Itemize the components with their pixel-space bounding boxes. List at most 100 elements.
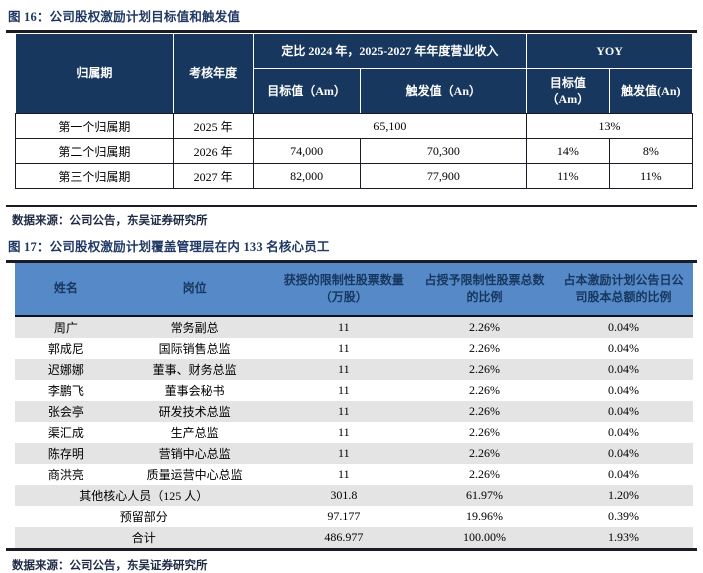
cell-name: 陈存明 xyxy=(15,443,117,464)
figure17-source: 数据来源：公司公告，东吴证券研究所 xyxy=(12,560,208,572)
cell-shares: 11 xyxy=(272,359,415,380)
spacer xyxy=(0,228,703,236)
cell-shares: 97.177 xyxy=(272,506,415,527)
table-row: 郭成尼 国际销售总监 11 2.26% 0.04% xyxy=(15,338,693,359)
cell-pct-capital: 0.04% xyxy=(553,380,693,401)
header-yoy-trigger-an: 触发值(An) xyxy=(608,68,694,114)
cell-shares: 11 xyxy=(272,443,415,464)
figure16-table-body: 第一个归属期 2025 年 65,100 13% 第二个归属期 2026 年 7… xyxy=(15,113,694,189)
cell-pct-capital: 0.04% xyxy=(553,316,693,338)
cell-period: 第三个归属期 xyxy=(15,163,174,189)
cell-merged-value: 65,100 xyxy=(252,113,528,139)
figure17-title: 图 17：公司股权激励计划覆盖管理层在内 133 名核心员工 xyxy=(8,240,330,254)
cell-name: 李鹏飞 xyxy=(15,380,117,401)
header-assessment-year: 考核年度 xyxy=(172,33,254,114)
cell-pct-capital: 0.04% xyxy=(553,422,693,443)
table-row: 周广 常务副总 11 2.26% 0.04% xyxy=(15,316,693,338)
figure16-table-header: 归属期 考核年度 定比 2024 年，2025-2027 年年度营业收入 YOY… xyxy=(15,33,694,114)
cell-pct-grant: 2.26% xyxy=(415,359,554,380)
cell-shares: 11 xyxy=(272,464,415,485)
cell-shares: 11 xyxy=(272,422,415,443)
cell-period: 第二个归属期 xyxy=(15,138,174,164)
cell-name: 周广 xyxy=(15,316,117,338)
cell-period: 第一个归属期 xyxy=(15,113,174,139)
cell-pct-grant: 2.26% xyxy=(415,401,554,422)
cell-year: 2025 年 xyxy=(172,113,254,139)
figure17-table-header: 姓名 岗位 获授的限制性股票数量（万股） 占授予限制性股票总数的比例 占本激励计… xyxy=(15,263,693,317)
cell-pct-grant: 2.26% xyxy=(415,316,554,338)
cell-pct-capital: 0.39% xyxy=(553,506,693,527)
cell-trigger: 70,300 xyxy=(359,138,528,164)
header-target-am: 目标值（Am） xyxy=(252,68,361,114)
cell-pct-capital: 0.04% xyxy=(553,338,693,359)
cell-shares: 11 xyxy=(272,338,415,359)
cell-target: 74,000 xyxy=(252,138,361,164)
cell-yoy-trigger: 8% xyxy=(608,138,694,164)
header-trigger-an: 触发值（An） xyxy=(359,68,528,114)
figure17-table-body: 周广 常务副总 11 2.26% 0.04% 郭成尼 国际销售总监 11 2.2… xyxy=(15,316,693,548)
figure16-bottom-rule xyxy=(6,205,697,207)
header-yoy-target-am: 目标值（Am） xyxy=(526,68,610,114)
cell-pct-grant: 2.26% xyxy=(415,443,554,464)
cell-summary-label: 其他核心人员（125 人） xyxy=(15,485,273,506)
cell-position: 国际销售总监 xyxy=(116,338,273,359)
figure17-top-rule xyxy=(6,260,697,263)
cell-pct-capital: 0.04% xyxy=(553,359,693,380)
cell-shares: 11 xyxy=(272,380,415,401)
figure16-title: 图 16：公司股权激励计划目标值和触发值 xyxy=(8,10,241,24)
table-row: 第一个归属期 2025 年 65,100 13% xyxy=(15,113,693,139)
header-shares: 获授的限制性股票数量（万股） xyxy=(272,263,415,317)
figure17-table: 姓名 岗位 获授的限制性股票数量（万股） 占授予限制性股票总数的比例 占本激励计… xyxy=(15,263,693,548)
cell-yoy-target: 14% xyxy=(526,138,610,164)
header-yoy-group: YOY xyxy=(526,33,693,69)
report-page: 图 16：公司股权激励计划目标值和触发值 归属期 考核年度 定比 2024 年，… xyxy=(0,10,703,572)
cell-name: 郭成尼 xyxy=(15,338,117,359)
cell-pct-capital: 0.04% xyxy=(553,464,693,485)
table-row: 张会亭 研发技术总监 11 2.26% 0.04% xyxy=(15,401,693,422)
figure17-bottom-rule xyxy=(6,548,697,551)
cell-summary-label: 合计 xyxy=(15,527,273,548)
figure16-top-rule xyxy=(6,30,697,33)
cell-shares: 301.8 xyxy=(272,485,415,506)
cell-position: 生产总监 xyxy=(116,422,273,443)
header-pct-grant: 占授予限制性股票总数的比例 xyxy=(415,263,554,317)
cell-pct-capital: 0.04% xyxy=(553,401,693,422)
table-row: 渠汇成 生产总监 11 2.26% 0.04% xyxy=(15,422,693,443)
cell-trigger: 77,900 xyxy=(359,163,528,189)
table-row: 第三个归属期 2027 年 82,000 77,900 11% 11% xyxy=(15,163,694,189)
cell-pct-grant: 61.97% xyxy=(415,485,554,506)
cell-pct-grant: 19.96% xyxy=(415,506,554,527)
cell-pct-capital: 0.04% xyxy=(553,443,693,464)
table-row: 第二个归属期 2026 年 74,000 70,300 14% 8% xyxy=(15,138,694,164)
cell-year: 2026 年 xyxy=(172,138,254,164)
cell-position: 董事、财务总监 xyxy=(116,359,273,380)
cell-pct-capital: 1.20% xyxy=(553,485,693,506)
cell-pct-grant: 100.00% xyxy=(415,527,554,548)
figure16-table: 归属期 考核年度 定比 2024 年，2025-2027 年年度营业收入 YOY… xyxy=(15,33,694,189)
header-pct-capital: 占本激励计划公告日公司股本总额的比例 xyxy=(553,263,693,317)
cell-merged-yoy: 13% xyxy=(526,113,693,139)
spacer xyxy=(0,189,703,205)
table-row: 商洪亮 质量运营中心总监 11 2.26% 0.04% xyxy=(15,464,693,485)
header-name: 姓名 xyxy=(15,263,117,317)
cell-position: 董事会秘书 xyxy=(116,380,273,401)
summary-row-total: 合计 486.977 100.00% 1.93% xyxy=(15,527,693,548)
cell-position: 常务副总 xyxy=(116,316,273,338)
cell-pct-grant: 2.26% xyxy=(415,338,554,359)
header-revenue-group: 定比 2024 年，2025-2027 年年度营业收入 xyxy=(252,33,528,69)
cell-name: 迟娜娜 xyxy=(15,359,117,380)
cell-position: 研发技术总监 xyxy=(116,401,273,422)
cell-yoy-target: 11% xyxy=(526,163,610,189)
cell-yoy-trigger: 11% xyxy=(608,163,694,189)
cell-year: 2027 年 xyxy=(172,163,254,189)
cell-summary-label: 预留部分 xyxy=(15,506,273,527)
cell-pct-capital: 1.93% xyxy=(553,527,693,548)
summary-row: 其他核心人员（125 人） 301.8 61.97% 1.20% xyxy=(15,485,693,506)
table-row: 李鹏飞 董事会秘书 11 2.26% 0.04% xyxy=(15,380,693,401)
cell-shares: 486.977 xyxy=(272,527,415,548)
cell-pct-grant: 2.26% xyxy=(415,380,554,401)
cell-shares: 11 xyxy=(272,316,415,338)
table-row: 迟娜娜 董事、财务总监 11 2.26% 0.04% xyxy=(15,359,693,380)
cell-pct-grant: 2.26% xyxy=(415,422,554,443)
table-row: 陈存明 营销中心总监 11 2.26% 0.04% xyxy=(15,443,693,464)
